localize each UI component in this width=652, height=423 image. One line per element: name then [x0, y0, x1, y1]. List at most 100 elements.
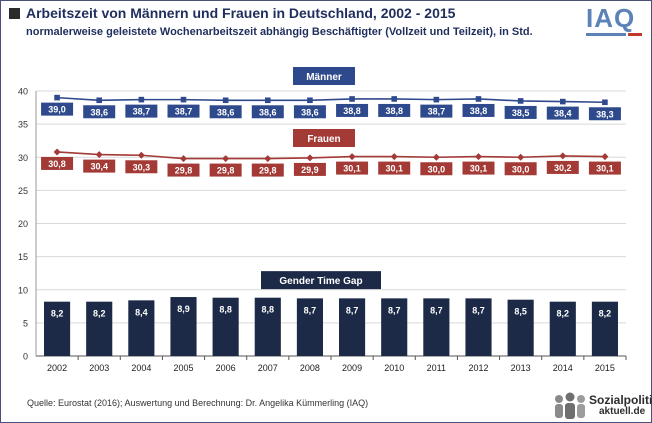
point-frauen: [53, 148, 61, 156]
data-label-box: [336, 161, 369, 175]
people-icon: [555, 392, 585, 419]
data-label-box: [83, 159, 116, 173]
data-label: 38,7: [428, 107, 446, 117]
data-label: 38,6: [259, 107, 277, 117]
data-label: 38,6: [217, 107, 235, 117]
data-label: 29,9: [301, 165, 319, 175]
data-label: 38,8: [470, 106, 488, 116]
data-label: 38,3: [596, 109, 614, 119]
line-frauen: [57, 151, 605, 160]
series-label-box: [293, 67, 355, 85]
point-frauen: [348, 153, 356, 161]
line-männer: [57, 96, 605, 104]
x-tick-label: 2002: [47, 363, 67, 373]
data-label: 30,0: [428, 164, 446, 174]
x-tick-label: 2007: [258, 363, 278, 373]
series-label-box: [293, 129, 355, 147]
data-label-box: [504, 105, 537, 119]
point-männer: [138, 96, 145, 103]
bar-data-label: 8,2: [557, 309, 570, 319]
x-tick-label: 2008: [300, 363, 320, 373]
iaq-logo: IAQ: [586, 3, 644, 43]
bar-data-label: 8,2: [599, 309, 612, 319]
series-label-gender-time-gap: Gender Time Gap: [279, 276, 362, 287]
bar-data-label: 8,8: [262, 305, 275, 315]
bar-gender-time-gap: [86, 301, 113, 356]
bar-data-label: 8,2: [51, 309, 64, 319]
data-label-box: [378, 161, 411, 175]
data-label: 30,2: [554, 163, 572, 173]
data-label-box: [167, 163, 200, 177]
bar-gender-time-gap: [44, 301, 71, 356]
brand-text-line2: aktuell.de: [599, 406, 646, 417]
point-frauen: [222, 155, 230, 163]
x-tick-label: 2009: [342, 363, 362, 373]
bar-gender-time-gap: [128, 300, 155, 356]
y-tick-label: 0: [23, 352, 28, 362]
bar-gender-time-gap: [591, 301, 618, 356]
point-frauen: [390, 153, 398, 161]
data-label-box: [546, 106, 579, 120]
chart-subtitle: normalerweise geleistete Wochenarbeitsze…: [26, 26, 533, 38]
data-label: 38,7: [175, 107, 193, 117]
data-label: 38,5: [512, 108, 530, 118]
data-label-box: [336, 103, 369, 117]
point-männer: [517, 98, 524, 104]
bar-data-label: 8,9: [177, 304, 190, 314]
x-tick-label: 2014: [553, 363, 573, 373]
bar-gender-time-gap: [423, 298, 450, 356]
point-männer: [559, 98, 566, 105]
point-frauen: [432, 153, 440, 161]
bar-data-label: 8,7: [430, 305, 443, 315]
series-label-box: [261, 271, 381, 290]
bar-gender-time-gap: [381, 298, 408, 356]
logo-underline-red: [628, 33, 642, 36]
data-label: 38,8: [343, 106, 361, 116]
x-tick-label: 2013: [511, 363, 531, 373]
y-tick-label: 30: [18, 153, 28, 163]
bar-data-label: 8,4: [135, 307, 148, 317]
data-label-box: [588, 161, 621, 175]
data-label: 39,0: [48, 105, 66, 115]
data-label-box: [41, 102, 74, 116]
data-label-box: [125, 104, 158, 118]
data-label-box: [462, 161, 495, 175]
point-männer: [180, 96, 187, 103]
title-bullet: [9, 8, 20, 19]
data-label: 30,1: [470, 164, 488, 174]
data-label-box: [293, 105, 326, 119]
data-label-box: [41, 156, 74, 170]
data-label-box: [125, 160, 158, 174]
bar-gender-time-gap: [549, 301, 576, 356]
point-männer: [264, 97, 271, 104]
point-männer: [349, 96, 355, 102]
point-frauen: [180, 155, 187, 163]
data-label-box: [209, 105, 242, 119]
data-label-box: [420, 104, 453, 118]
point-männer: [602, 99, 608, 106]
y-tick-label: 5: [23, 318, 28, 328]
point-frauen: [475, 153, 482, 161]
bar-data-label: 8,7: [472, 305, 485, 315]
bar-data-label: 8,5: [514, 307, 527, 317]
point-frauen: [264, 155, 272, 163]
data-label: 38,7: [133, 107, 151, 117]
data-label-box: [251, 105, 284, 119]
y-tick-label: 10: [18, 285, 28, 295]
data-label: 29,8: [217, 166, 235, 176]
data-label-box: [293, 162, 326, 176]
y-tick-label: 25: [18, 186, 28, 196]
bar-gender-time-gap: [296, 298, 323, 356]
data-label-box: [167, 104, 200, 118]
data-label: 29,8: [175, 166, 193, 176]
data-label: 38,8: [385, 106, 403, 116]
point-männer: [222, 97, 229, 104]
point-männer: [307, 97, 313, 104]
source-note: Quelle: Eurostat (2016); Auswertung und …: [27, 398, 369, 408]
data-label-box: [83, 105, 116, 119]
data-label: 38,4: [554, 109, 572, 119]
data-label-box: [588, 107, 621, 121]
y-tick-label: 15: [18, 252, 28, 262]
